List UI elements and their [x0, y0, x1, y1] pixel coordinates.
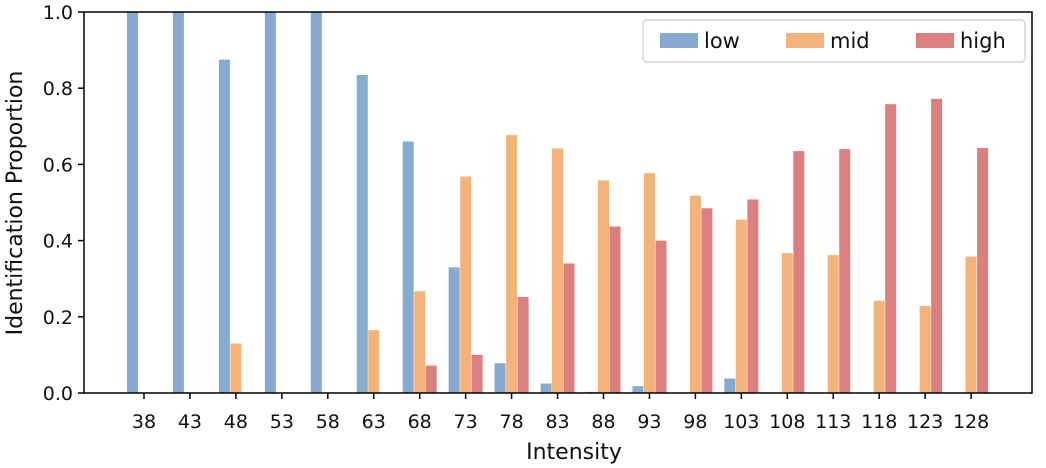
bar-high-118	[885, 104, 897, 393]
bar-high-98	[701, 208, 713, 393]
x-tick-label: 103	[723, 411, 759, 433]
bar-mid-73	[460, 176, 472, 393]
y-tick-label: 0.2	[43, 307, 73, 329]
bar-high-78	[517, 296, 529, 393]
y-tick-label: 0.8	[43, 78, 73, 100]
x-tick-label: 38	[132, 411, 156, 433]
legend-label-high: high	[960, 29, 1006, 53]
bar-mid-103	[735, 219, 747, 393]
x-tick-label: 123	[907, 411, 943, 433]
x-tick-label: 93	[637, 411, 661, 433]
bar-mid-83	[552, 148, 564, 393]
bar-low-58	[310, 12, 322, 393]
bar-high-68	[425, 365, 437, 393]
bar-low-73	[448, 267, 460, 393]
legend-label-low: low	[704, 29, 740, 53]
bar-high-128	[977, 148, 989, 393]
y-axis: 0.0 0.2 0.4 0.6 0.8 1.0	[43, 2, 84, 405]
bar-low-53	[264, 12, 276, 393]
x-tick-label: 128	[953, 411, 989, 433]
bar-high-93	[655, 240, 667, 393]
bar-mid-98	[689, 195, 701, 393]
x-tick-label: 108	[769, 411, 805, 433]
x-tick-label: 78	[500, 411, 524, 433]
legend-swatch-high	[916, 33, 954, 48]
legend-swatch-mid	[786, 33, 824, 48]
bar-mid-123	[919, 306, 931, 393]
legend-label-mid: mid	[830, 29, 870, 53]
x-tick-label: 118	[861, 411, 897, 433]
bar-low-38	[127, 12, 138, 393]
bar-high-103	[747, 199, 759, 393]
bar-low-78	[494, 363, 506, 393]
bar-mid-68	[414, 291, 426, 393]
x-tick-label: 113	[815, 411, 851, 433]
bar-high-108	[793, 151, 805, 393]
legend: low mid high	[642, 19, 1026, 63]
bars-layer	[127, 12, 989, 394]
x-tick-label: 68	[408, 411, 432, 433]
x-tick-label: 98	[683, 411, 707, 433]
x-tick-label: 88	[591, 411, 615, 433]
bar-mid-93	[643, 173, 655, 393]
x-tick-label: 63	[362, 411, 386, 433]
x-axis: 38 43 48 53 58 63 68 73 78 83 88 93 98 103 108 113 118 12…	[132, 393, 989, 433]
bar-mid-88	[598, 180, 609, 393]
bar-low-83	[540, 383, 552, 393]
bar-mid-48	[230, 343, 242, 393]
bar-low-93	[632, 386, 644, 393]
x-tick-label: 58	[316, 411, 340, 433]
bar-high-123	[931, 98, 943, 394]
legend-swatch-low	[660, 33, 698, 48]
x-tick-label: 73	[454, 411, 478, 433]
x-axis-label: Intensity	[526, 440, 622, 465]
bar-high-73	[471, 354, 483, 393]
bar-mid-63	[368, 330, 380, 393]
x-tick-label: 43	[178, 411, 202, 433]
bar-mid-113	[827, 255, 839, 393]
bar-mid-118	[873, 300, 885, 393]
bar-low-48	[218, 59, 230, 394]
legend-box	[642, 19, 1026, 63]
bar-low-103	[724, 378, 736, 393]
y-tick-label: 0.6	[43, 154, 73, 176]
bar-high-83	[563, 263, 575, 393]
bar-low-68	[402, 141, 414, 393]
bar-mid-128	[965, 256, 977, 393]
y-tick-label: 0.0	[43, 383, 73, 405]
y-axis-label: Identification Proportion	[3, 71, 28, 336]
y-tick-label: 1.0	[43, 2, 73, 24]
bar-low-63	[356, 74, 368, 394]
bar-low-43	[172, 12, 184, 393]
x-tick-label: 53	[270, 411, 294, 433]
x-tick-label: 83	[545, 411, 569, 433]
x-tick-label: 48	[224, 411, 248, 433]
bar-high-88	[609, 226, 621, 393]
bar-mid-78	[506, 135, 518, 393]
bar-high-113	[839, 149, 851, 393]
y-tick-label: 0.4	[43, 231, 73, 253]
bar-mid-108	[781, 253, 793, 393]
